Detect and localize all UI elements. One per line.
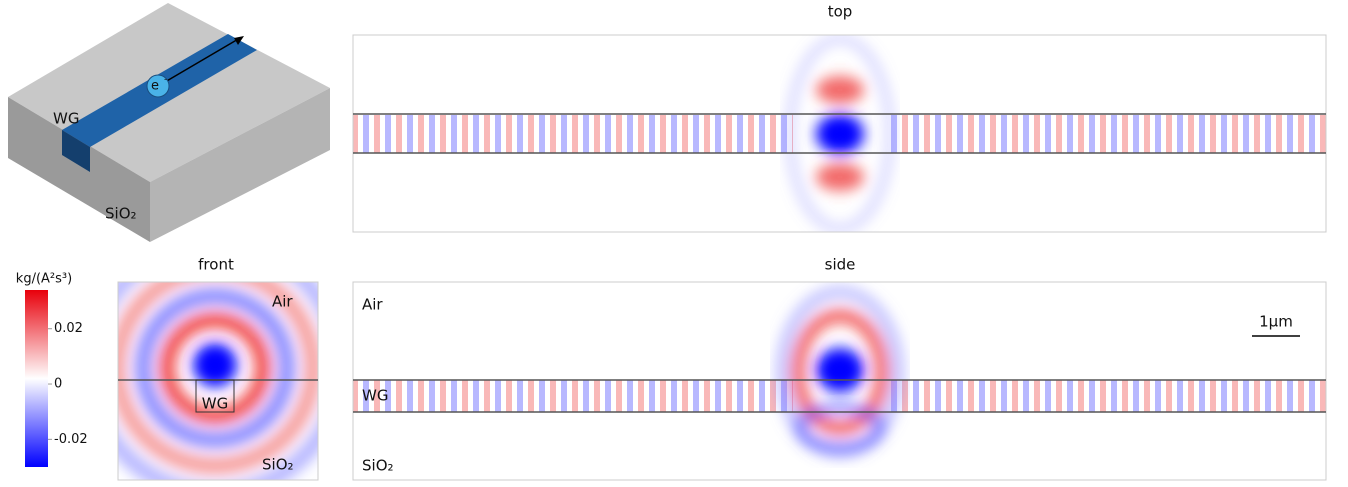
panel-frame [352, 34, 1327, 233]
colorbar-tick-label: 0.02 [54, 321, 83, 336]
field-lobe [816, 163, 864, 191]
arrow [164, 37, 241, 83]
air-label: Air [272, 293, 293, 311]
colorbar-tick-label: 0 [54, 377, 62, 392]
block-left [8, 97, 150, 242]
schematic: e - WG SiO₂ [8, 3, 330, 242]
sio2-label: SiO₂ [105, 205, 137, 223]
wg-label: WG [202, 395, 228, 413]
waveguide-outline [195, 379, 235, 413]
panel-title: side [825, 256, 856, 274]
electron-charge: - [164, 75, 167, 85]
sio2-label: SiO₂ [362, 457, 394, 475]
colorbar-tick-label: -0.02 [54, 432, 88, 447]
field-ring [786, 35, 894, 232]
guided-wave [353, 115, 793, 153]
guided-wave [890, 115, 1326, 153]
scale-bar-label: 1µm [1259, 313, 1293, 331]
side-field [353, 286, 1326, 458]
electron [146, 74, 170, 98]
colorbar-label: kg/(A²s³) [16, 272, 72, 287]
waveguide-front [62, 130, 90, 172]
sio2-label: SiO₂ [262, 456, 294, 474]
panel-title: top [828, 3, 853, 21]
electron-label: e [151, 79, 159, 94]
front-field [118, 282, 318, 480]
panel-frame [117, 281, 319, 481]
panel-frame [352, 281, 1327, 481]
wg-label: WG [362, 387, 388, 405]
arrow-head [234, 36, 244, 45]
field-lobe [816, 76, 864, 104]
colorbar [25, 290, 48, 467]
top-field [353, 35, 1326, 232]
air-label: Air [362, 296, 383, 314]
block-right [150, 88, 330, 242]
field-lobe [816, 114, 864, 154]
wg-label: WG [53, 110, 79, 128]
panel-title: front [198, 256, 234, 274]
